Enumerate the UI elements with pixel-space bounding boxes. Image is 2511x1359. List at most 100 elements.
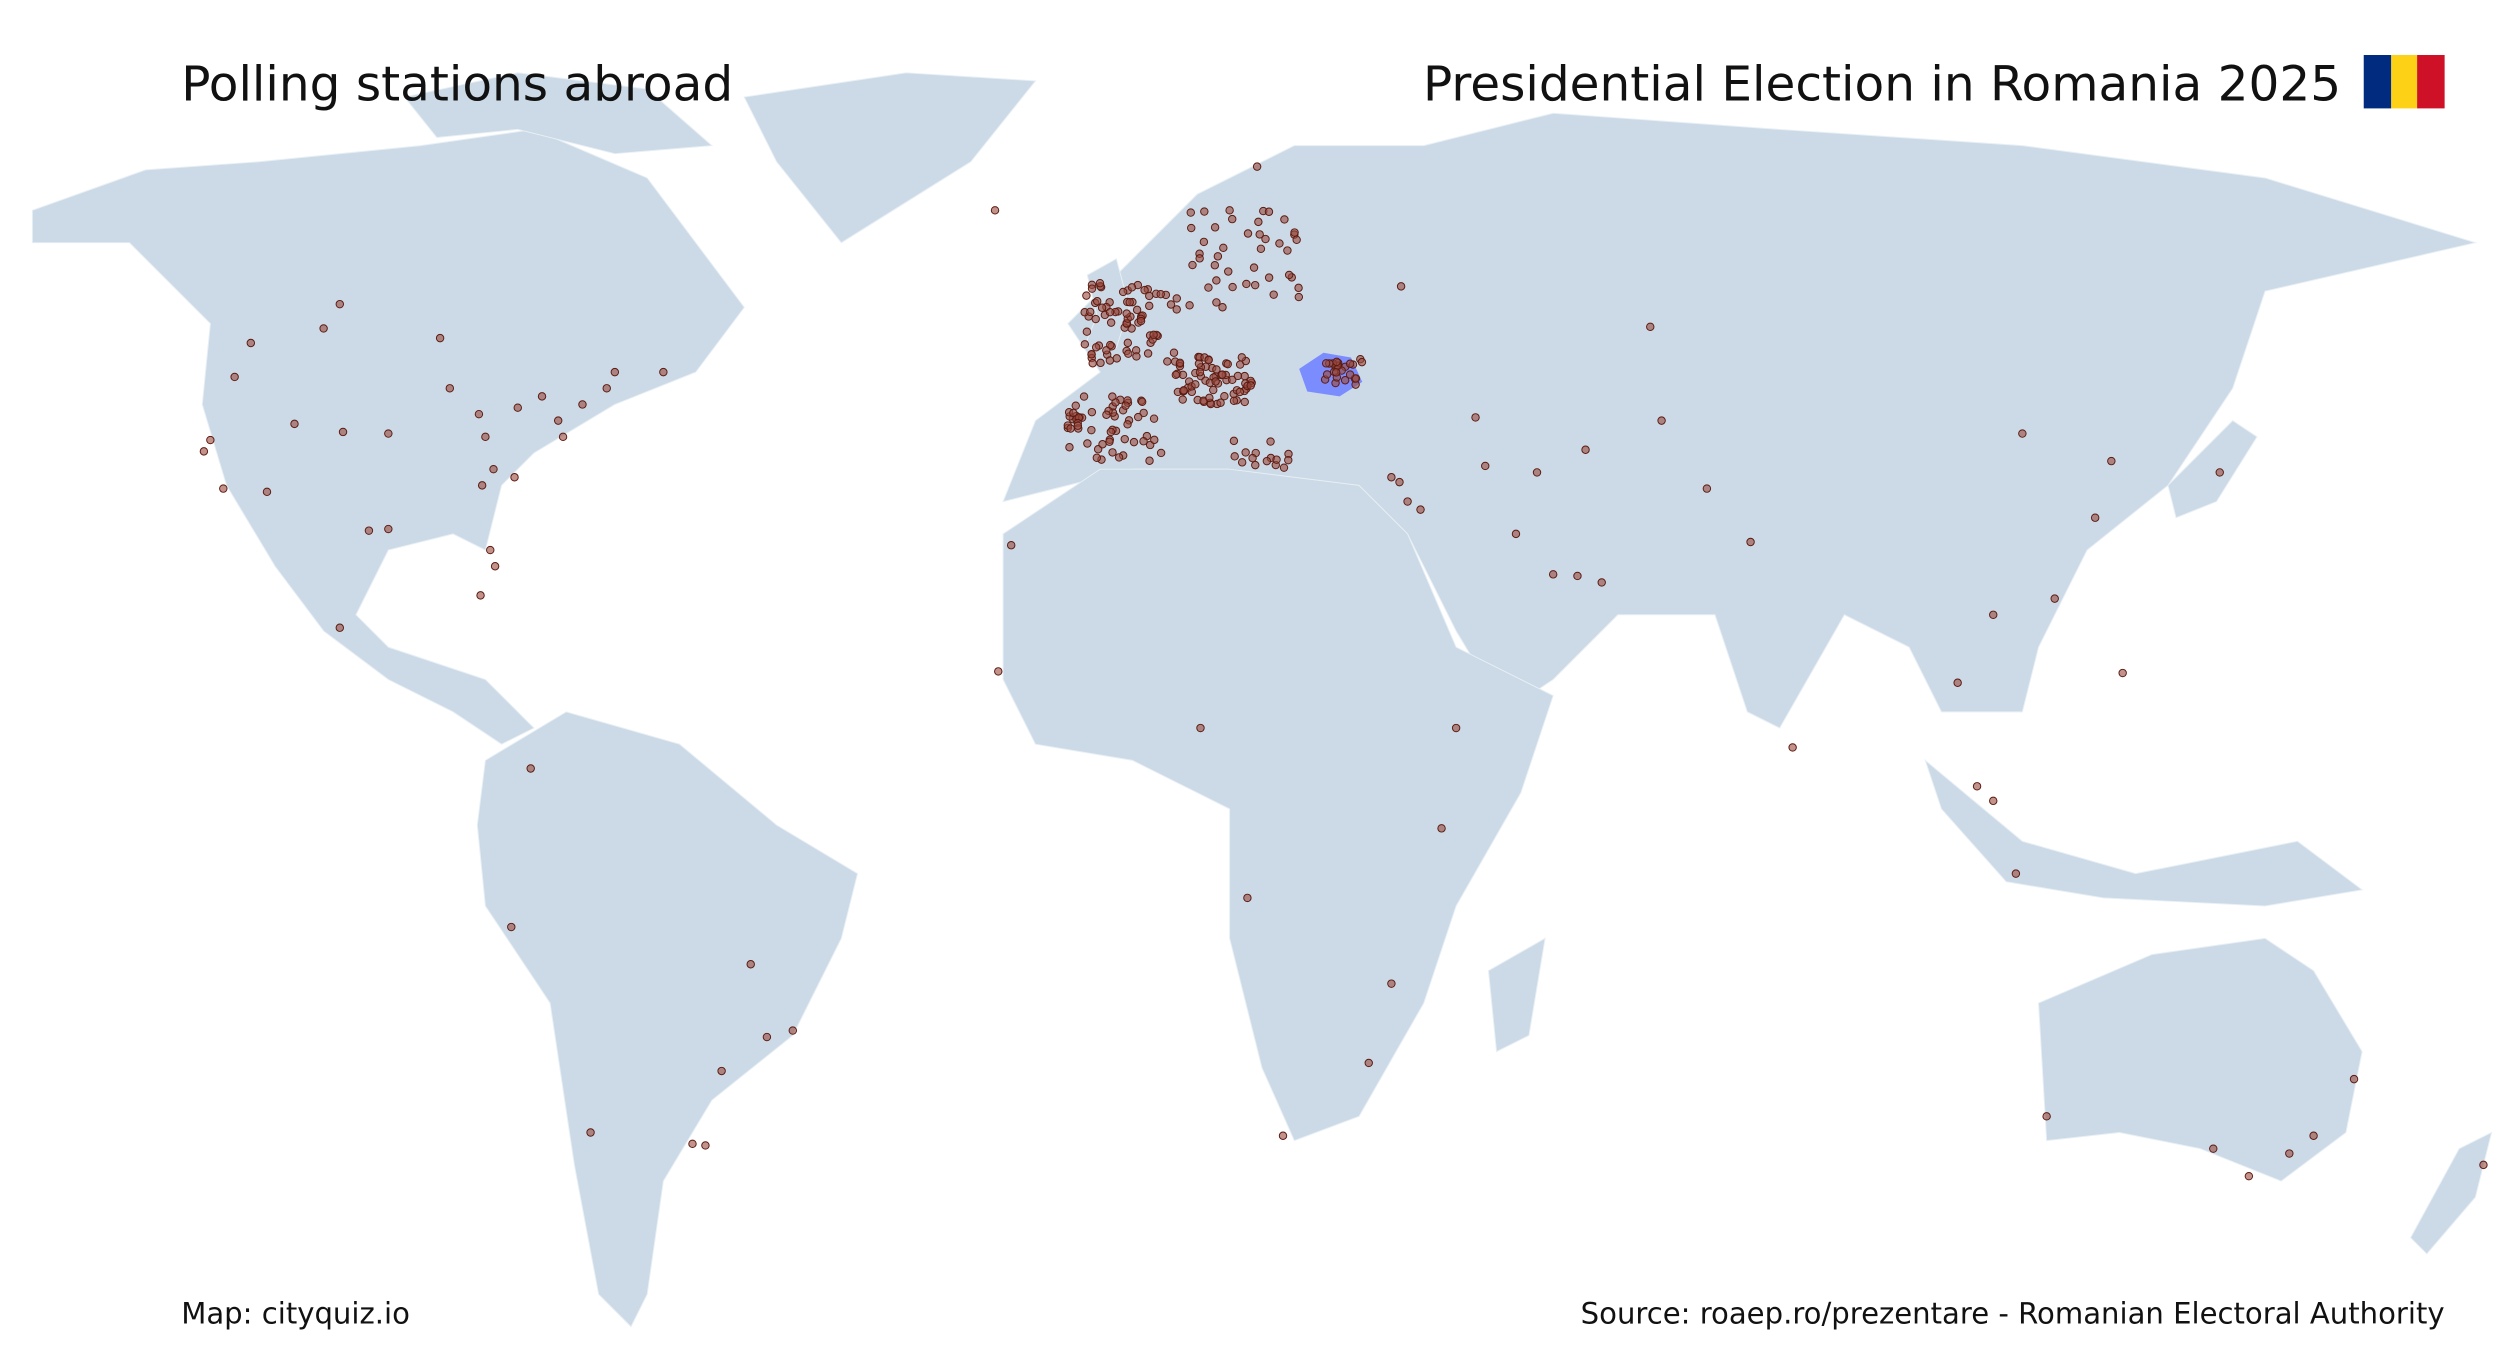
right-title: Presidential Election in Romania 2025: [1423, 56, 2341, 112]
polling-station: [1123, 420, 1132, 429]
polling-station: [1511, 529, 1521, 539]
polling-station: [1122, 309, 1131, 318]
polling-station: [1123, 338, 1133, 348]
polling-station: [1186, 208, 1195, 217]
polling-station: [1272, 455, 1281, 464]
polling-station: [1132, 352, 1141, 361]
polling-station: [486, 545, 495, 555]
polling-station: [1403, 497, 1412, 506]
polling-station: [1219, 243, 1228, 253]
polling-station: [1097, 303, 1107, 312]
new-zealand: [2410, 1131, 2493, 1255]
polling-station: [384, 429, 393, 438]
polling-station: [1191, 380, 1200, 389]
polling-station: [476, 591, 485, 600]
polling-station: [262, 487, 272, 497]
polling-station: [1169, 348, 1179, 357]
polling-station: [1086, 307, 1095, 317]
polling-station: [1140, 285, 1149, 295]
flag: [2363, 55, 2445, 109]
polling-station: [1396, 282, 1406, 291]
polling-station: [1294, 283, 1303, 293]
polling-station: [1254, 217, 1263, 227]
polling-station: [1240, 397, 1249, 407]
polling-station: [1200, 207, 1209, 216]
polling-station: [1416, 505, 1425, 514]
polling-station: [1280, 215, 1289, 224]
polling-station: [1249, 263, 1259, 272]
polling-station: [1087, 350, 1096, 359]
polling-station: [335, 299, 344, 309]
polling-station: [1185, 301, 1194, 310]
polling-station: [1573, 571, 1582, 581]
polling-station: [1211, 377, 1220, 386]
polling-station: [1212, 276, 1221, 285]
polling-station: [474, 409, 484, 419]
polling-station: [1137, 397, 1147, 406]
polling-station: [1102, 410, 1111, 419]
polling-station: [1178, 370, 1188, 380]
polling-station: [319, 324, 328, 333]
polling-station: [1252, 162, 1262, 171]
polling-station: [1098, 440, 1107, 449]
polling-station: [1788, 743, 1797, 752]
polling-station: [1237, 458, 1247, 467]
polling-station: [364, 526, 374, 535]
polling-station: [659, 367, 668, 377]
polling-station: [1095, 278, 1105, 288]
polling-station: [688, 1139, 697, 1149]
polling-station: [1066, 424, 1075, 433]
polling-station: [1129, 437, 1139, 447]
polling-stations: [199, 162, 2488, 1181]
polling-station: [1204, 283, 1213, 292]
polling-station: [1532, 468, 1542, 477]
polling-station: [1082, 327, 1092, 336]
polling-station: [1091, 314, 1100, 324]
polling-station: [1102, 346, 1111, 355]
polling-station: [1106, 318, 1116, 327]
polling-station: [1481, 461, 1490, 471]
polling-station: [1194, 359, 1204, 368]
polling-station: [1264, 273, 1274, 282]
greenland: [743, 72, 1037, 244]
polling-station: [1321, 359, 1331, 368]
polling-station: [1210, 223, 1220, 232]
polling-station: [1989, 610, 1998, 619]
polling-station: [1172, 294, 1181, 303]
japan: [2167, 420, 2258, 519]
polling-station: [1121, 401, 1130, 410]
polling-station: [578, 400, 587, 409]
polling-station: [1345, 359, 1355, 368]
polling-station: [246, 338, 256, 348]
polling-station: [507, 922, 516, 932]
polling-station: [762, 1032, 772, 1042]
polling-station: [1953, 678, 1962, 687]
polling-station: [199, 447, 209, 456]
polling-station: [1235, 387, 1245, 397]
polling-station: [1261, 234, 1270, 244]
polling-station: [1195, 368, 1205, 377]
polling-station: [1387, 979, 1396, 988]
polling-station: [1120, 434, 1129, 444]
polling-station: [1228, 375, 1237, 385]
polling-station: [1597, 578, 1606, 587]
polling-station: [1248, 453, 1257, 463]
polling-station: [1548, 570, 1558, 579]
polling-station: [586, 1128, 595, 1137]
polling-station: [1209, 385, 1218, 395]
polling-station: [1143, 349, 1153, 358]
polling-station: [1087, 407, 1097, 417]
polling-station: [1145, 301, 1154, 311]
polling-station: [1156, 289, 1165, 299]
polling-station: [1237, 353, 1247, 362]
polling-station: [1989, 796, 1998, 806]
polling-station: [1166, 300, 1176, 309]
polling-station: [1149, 414, 1159, 423]
polling-station: [1322, 370, 1332, 379]
polling-station: [513, 403, 522, 412]
polling-station: [2244, 1171, 2254, 1181]
polling-station: [290, 419, 299, 429]
polling-station: [335, 623, 344, 632]
polling-station: [219, 484, 228, 493]
